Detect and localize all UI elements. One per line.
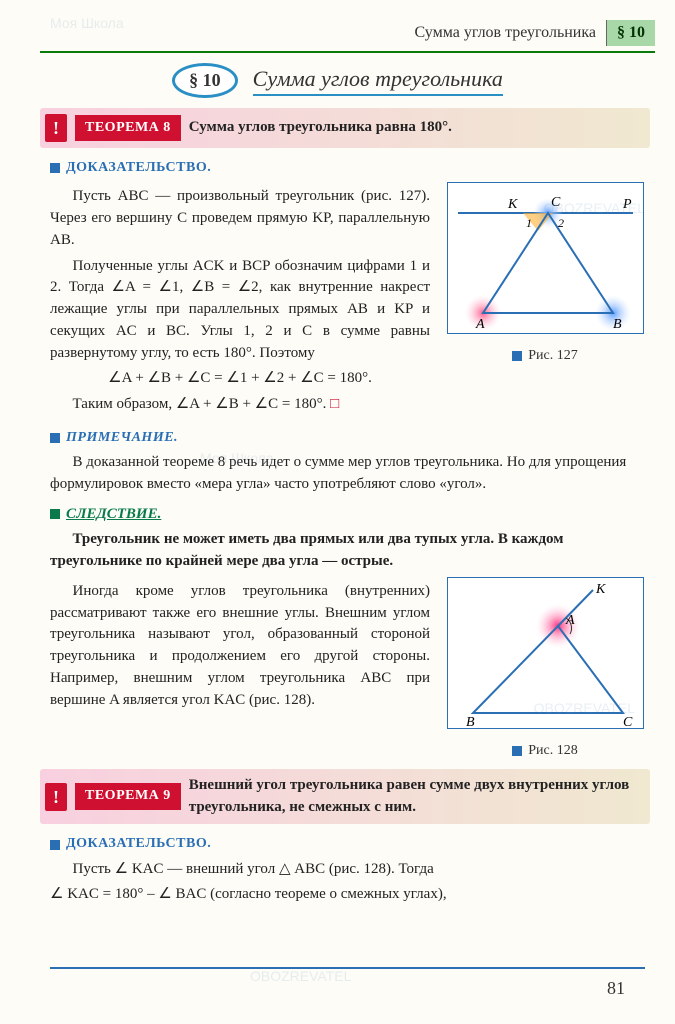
theorem-8-box: ! ТЕОРЕМА 8 Сумма углов треугольника рав… xyxy=(40,108,650,148)
figure-127-caption-text: Рис. 127 xyxy=(528,346,578,366)
chapter-title: Сумма углов треугольника xyxy=(253,66,503,96)
svg-text:A: A xyxy=(565,613,575,628)
header-title: Сумма углов треугольника xyxy=(415,24,596,42)
page-header: Сумма углов треугольника § 10 xyxy=(0,0,675,46)
svg-text:2: 2 xyxy=(558,216,564,230)
blue-square-icon xyxy=(512,746,522,756)
svg-text:B: B xyxy=(466,715,475,729)
external-angle-text: Иногда кроме углов треугольника (внутрен… xyxy=(50,577,430,716)
svg-text:K: K xyxy=(595,582,606,597)
footer-divider xyxy=(50,967,645,969)
figure-127: K C P A B 1 2 Рис. 127 xyxy=(445,182,645,366)
figure-127-caption: Рис. 127 xyxy=(445,346,645,366)
exclamation-icon: ! xyxy=(45,114,67,142)
svg-text:B: B xyxy=(613,317,622,332)
note-heading: ПРИМЕЧАНИЕ. xyxy=(50,428,645,448)
qed-mark: □ xyxy=(330,396,339,412)
blue-square-icon xyxy=(50,163,60,173)
blue-square-icon xyxy=(512,351,522,361)
note-label: ПРИМЕЧАНИЕ. xyxy=(66,428,178,448)
proof-row: Пусть ABC — произвольный треугольник (ри… xyxy=(50,182,645,420)
proof-heading: ДОКАЗАТЕЛЬСТВО. xyxy=(50,158,645,178)
blue-square-icon xyxy=(50,433,60,443)
svg-text:C: C xyxy=(623,715,633,729)
proof-formula-2: ∠A + ∠B + ∠C = 180°. xyxy=(176,396,326,412)
proof-label: ДОКАЗАТЕЛЬСТВО. xyxy=(66,158,211,178)
page-number: 81 xyxy=(607,978,625,999)
theorem-8-label: ТЕОРЕМА 8 xyxy=(75,115,181,141)
note-text: В доказанной теореме 8 речь идет о сумме… xyxy=(50,452,645,496)
theorem-9-box: ! ТЕОРЕМА 9 Внешний угол треугольника ра… xyxy=(40,769,650,825)
proof-2-p1b: ∠ KAC = 180° – ∠ BAC (согласно теореме о… xyxy=(50,884,645,906)
figure-128-svg: K A B C xyxy=(447,577,644,729)
proof-p3-text: Таким образом, xyxy=(73,396,176,412)
blue-square-icon xyxy=(50,840,60,850)
theorem-9-label: ТЕОРЕМА 9 xyxy=(75,783,181,809)
svg-text:A: A xyxy=(475,317,485,332)
external-angle-row: Иногда кроме углов треугольника (внутрен… xyxy=(50,577,645,761)
proof-text: Пусть ABC — произвольный треугольник (ри… xyxy=(50,182,430,420)
svg-text:1: 1 xyxy=(526,216,532,230)
chapter-heading: § 10 Сумма углов треугольника xyxy=(0,63,675,98)
exclamation-icon: ! xyxy=(45,783,67,811)
figure-128-caption: Рис. 128 xyxy=(445,741,645,761)
proof-p3: Таким образом, ∠A + ∠B + ∠C = 180°. □ xyxy=(50,394,430,416)
svg-text:P: P xyxy=(622,197,632,212)
corollary-heading: СЛЕДСТВИЕ. xyxy=(50,504,645,526)
svg-text:C: C xyxy=(551,195,561,210)
watermark: OBOZREVATEL xyxy=(250,968,351,984)
section-badge: § 10 xyxy=(606,20,655,46)
figure-128: K A B C Рис. 128 xyxy=(445,577,645,761)
proof-p2: Полученные углы ACK и BCP обозначим цифр… xyxy=(50,256,430,365)
header-divider xyxy=(40,51,655,53)
theorem-9-text: Внешний угол треугольника равен сумме дв… xyxy=(189,775,640,819)
corollary-text: Треугольник не может иметь два прямых ил… xyxy=(50,529,645,573)
ext-p1: Иногда кроме углов треугольника (внутрен… xyxy=(50,581,430,712)
page-content: ! ТЕОРЕМА 8 Сумма углов треугольника рав… xyxy=(0,108,675,906)
proof-2-p1a: Пусть ∠ KAC — внешний угол △ ABC (рис. 1… xyxy=(50,859,645,881)
proof-p1: Пусть ABC — произвольный треугольник (ри… xyxy=(50,186,430,251)
corollary-label: СЛЕДСТВИЕ. xyxy=(66,504,161,526)
svg-text:K: K xyxy=(507,197,518,212)
figure-127-svg: K C P A B 1 2 xyxy=(447,182,644,334)
chapter-badge: § 10 xyxy=(172,63,238,98)
green-square-icon xyxy=(50,509,60,519)
proof-2-heading: ДОКАЗАТЕЛЬСТВО. xyxy=(50,834,645,854)
theorem-8-text: Сумма углов треугольника равна 180°. xyxy=(189,117,452,139)
proof-2-label: ДОКАЗАТЕЛЬСТВО. xyxy=(66,834,211,854)
textbook-page: Моя Школа OBOZREVATEL Моя Школа OBOZREVA… xyxy=(0,0,675,1024)
proof-formula-1: ∠A + ∠B + ∠C = ∠1 + ∠2 + ∠C = 180°. xyxy=(50,368,430,390)
figure-128-caption-text: Рис. 128 xyxy=(528,741,578,761)
